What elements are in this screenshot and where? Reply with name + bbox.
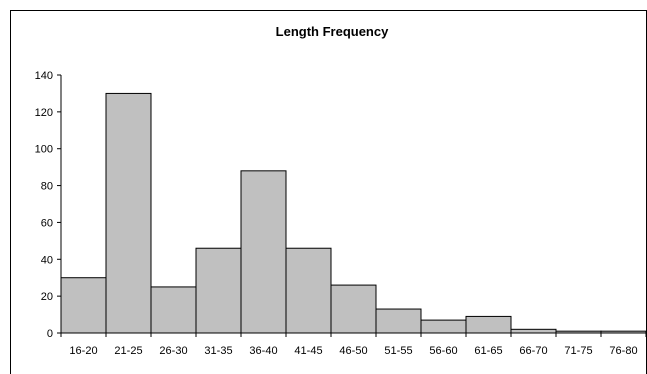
- y-axis: 0 20 40 60 80 100 120 140: [35, 70, 62, 340]
- x-tick-label: 36-40: [249, 345, 277, 357]
- x-tick-label: 46-50: [339, 345, 367, 357]
- x-tick-label: 16-20: [69, 345, 97, 357]
- x-tick-label: 31-35: [204, 345, 232, 357]
- x-tick-label: 51-55: [384, 345, 412, 357]
- bar-51-55: [375, 308, 422, 334]
- x-tick-label: 76-80: [609, 345, 637, 357]
- bar-26-30: [150, 286, 197, 334]
- x-tick-label: 66-70: [519, 345, 547, 357]
- x-tick-label: 21-25: [114, 345, 142, 357]
- x-tick-label: 61-65: [474, 345, 502, 357]
- bar-66-70: [510, 328, 557, 334]
- bar-16-20: [60, 277, 107, 334]
- y-tick-label: 60: [41, 217, 53, 229]
- y-tick-label: 100: [35, 144, 53, 156]
- x-tick-label: 56-60: [429, 345, 457, 357]
- bar-46-50: [330, 284, 377, 334]
- bar-21-25: [105, 92, 152, 334]
- x-tick-label: 26-30: [159, 345, 187, 357]
- y-tick-label: 20: [41, 291, 53, 303]
- y-tick-label: 120: [35, 107, 53, 119]
- y-tick-label: 40: [41, 254, 53, 266]
- y-tick-label: 140: [35, 70, 53, 82]
- x-tick-label: 41-45: [294, 345, 322, 357]
- bar-56-60: [420, 319, 467, 334]
- y-tick-label: 0: [47, 328, 53, 340]
- bar-36-40: [240, 170, 287, 334]
- chart-title: Length Frequency: [276, 24, 389, 39]
- bar-31-35: [195, 247, 242, 334]
- x-axis: 16-20 21-25 26-30 31-35 36-40 41-45 46-50 51-55…: [60, 332, 647, 357]
- y-tick-label: 80: [41, 181, 53, 193]
- bar-41-45: [285, 247, 332, 334]
- bar-61-65: [465, 315, 512, 334]
- x-tick-label: 71-75: [564, 345, 592, 357]
